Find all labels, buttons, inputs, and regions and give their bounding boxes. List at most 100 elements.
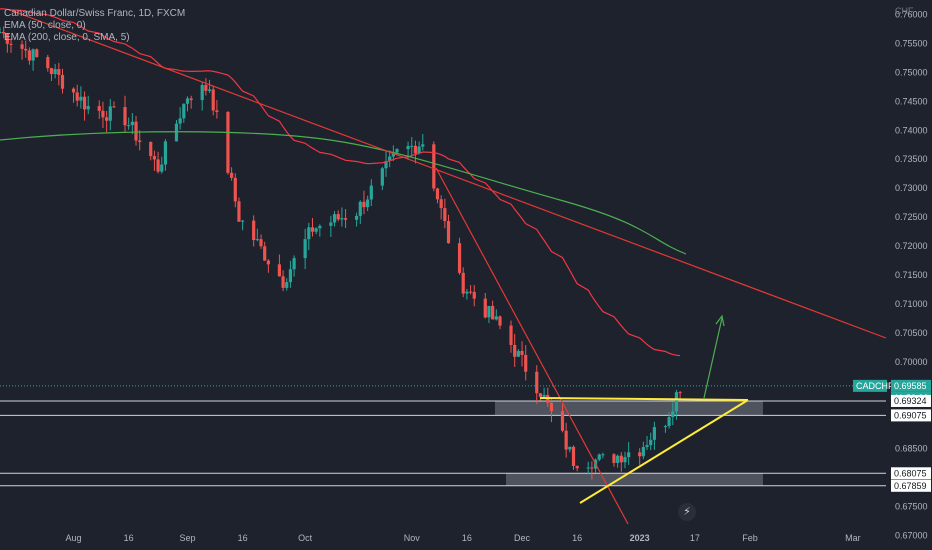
x-tick-label: Aug [66,533,82,543]
candle-body [46,57,50,69]
last-price-tag: 0.69585 [894,381,927,391]
candle-body [388,156,392,162]
candle-body [435,188,440,200]
candle-body [49,68,54,75]
candle-body [211,89,215,111]
candle-body [277,264,282,277]
candle-body [542,394,546,397]
candle-body [178,118,182,124]
candle-body [336,214,340,220]
y-tick-label: 0.74500 [895,96,928,106]
candle-body [410,145,414,147]
candle-body [366,199,370,208]
ema50-legend: EMA (50, close, 0) [4,20,86,31]
x-tick-label: 16 [462,533,472,543]
candle-body [27,50,32,61]
candle-body [513,345,517,357]
candle-body [152,156,157,160]
candle-body [406,146,410,150]
candle-body [189,98,193,101]
x-tick-label: Sep [179,533,195,543]
candle-body [571,446,576,467]
candle-body [60,74,65,89]
y-tick-label: 0.71000 [895,299,928,309]
x-tick-label: Nov [404,533,421,543]
level-tag-1: 0.69075 [894,410,927,420]
candle-body [560,411,565,431]
candle-body [590,467,594,469]
resistance-zone [495,400,763,416]
candle-body [314,228,318,232]
x-tick-label: Mar [845,533,861,543]
level-tag-2: 0.68075 [894,468,927,478]
candle-body [332,214,337,223]
candle-body [123,107,127,126]
y-tick-label: 0.70000 [895,357,928,367]
breakout-arrow [703,317,723,399]
ema200-line [0,131,687,255]
candle-body [616,455,620,463]
candle-body [207,89,212,91]
y-tick-label: 0.75500 [895,38,928,48]
x-tick-label: Oct [298,533,313,543]
candle-body [329,222,333,226]
candle-body [79,96,83,101]
candle-body [498,316,502,326]
candle-body [649,439,653,446]
candle-body [487,305,491,318]
candle-body [612,454,616,463]
candle-body [623,457,627,463]
candle-body [303,239,307,259]
candle-body [575,466,579,469]
candle-body [130,121,134,126]
candle-body [82,96,87,110]
candle-body [678,392,682,394]
symbol-tag-bg [853,379,887,392]
ema50-line [0,8,681,357]
candle-body [101,110,105,118]
chart-legend: Canadian Dollar/Swiss Franc, 1D, FXCM EM… [4,8,185,44]
candle-body [671,411,675,418]
candle-body [638,452,642,457]
candle-body [310,227,315,232]
candle-body [483,298,487,318]
candle-body [20,44,24,49]
lightning-icon[interactable]: ⚡ [678,503,696,521]
candle-body [281,276,285,288]
y-tick-label: 0.68500 [895,444,928,454]
candle-body [645,445,649,448]
candle-body [259,239,263,247]
candle-body [31,49,35,61]
y-tick-label: 0.73500 [895,154,928,164]
candle-body [446,221,451,244]
y-tick-label: 0.71500 [895,270,928,280]
triangle-bottom-line [579,399,749,504]
candle-body [318,225,322,229]
level-tag-3-bg [891,479,931,492]
candle-body [564,430,568,450]
candle-body [57,69,61,75]
candle-body [384,161,388,169]
candle-body [369,185,373,200]
y-tick-label: 0.75000 [895,67,928,77]
candle-body [127,125,131,127]
x-tick-label: Dec [514,533,531,543]
candle-body [134,121,138,141]
symbol-title: Canadian Dollar/Swiss Franc, 1D, FXCM [4,8,186,19]
candle-body [174,123,179,142]
candle-body [5,33,9,44]
y-tick-label: 0.70500 [895,328,928,338]
x-tick-label: Feb [742,533,758,543]
candle-body [24,48,28,51]
candle-body [494,316,498,320]
candle-body [226,112,230,173]
candle-body [549,402,554,412]
y-tick-label: 0.72500 [895,212,928,222]
candle-body [509,325,513,346]
candle-body [391,152,395,157]
level-tag-2-bg [891,467,931,480]
candle-body [86,106,90,110]
breakout-arrow-head [715,314,725,327]
candle-body [413,145,418,154]
